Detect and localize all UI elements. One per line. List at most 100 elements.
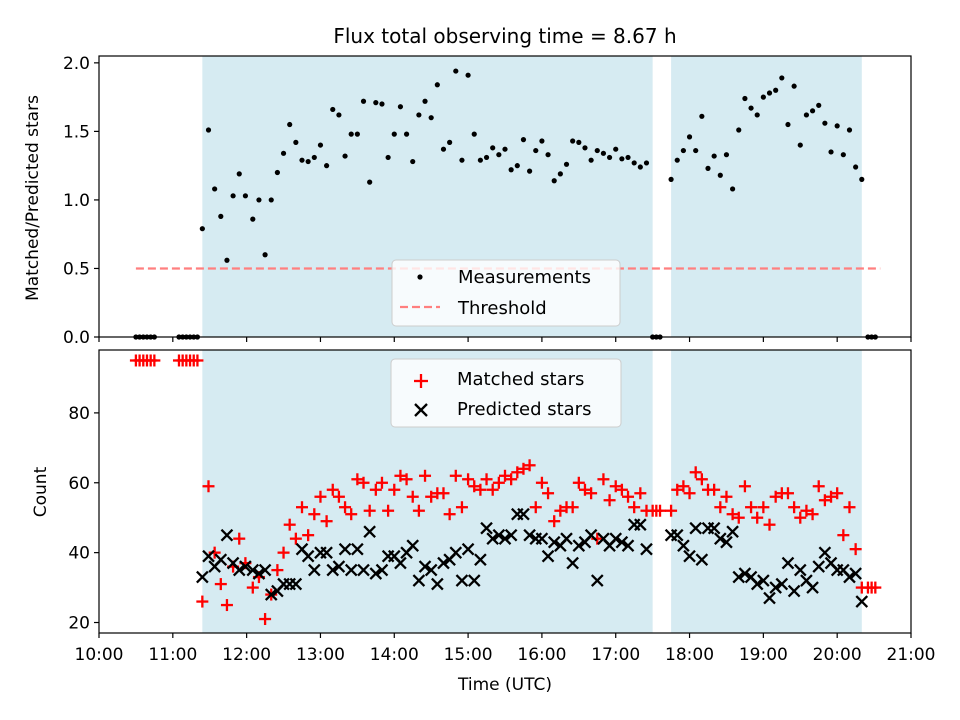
legend-matched-label: Matched stars xyxy=(457,369,584,390)
measurement-point xyxy=(773,87,779,93)
measurement-point xyxy=(391,131,397,137)
measurement-point xyxy=(748,105,754,111)
predicted-star-point xyxy=(763,591,776,605)
top-y-tick-label: 0.0 xyxy=(63,328,90,348)
matched-star-point xyxy=(609,480,622,493)
matched-star-point xyxy=(455,501,468,514)
matched-star-point xyxy=(794,511,807,524)
matched-star-point xyxy=(806,508,819,521)
matched-star-point xyxy=(308,508,321,521)
measurement-point xyxy=(385,154,391,161)
predicted-star-point xyxy=(412,574,426,587)
measurement-point xyxy=(293,139,299,145)
x-tick-label: 19:00 xyxy=(739,645,788,665)
predicted-star-point xyxy=(258,563,272,577)
predicted-star-point xyxy=(307,563,321,577)
predicted-star-point xyxy=(855,595,869,608)
measurement-point xyxy=(256,197,262,203)
measurement-point xyxy=(508,167,514,173)
measurement-point xyxy=(680,147,686,154)
predicted-star-point xyxy=(818,546,832,559)
predicted-star-point xyxy=(843,570,856,584)
measurement-point xyxy=(336,112,342,118)
predicted-star-point xyxy=(621,539,635,552)
matched-star-point xyxy=(202,480,215,493)
matched-star-point xyxy=(654,504,667,517)
measurement-point xyxy=(816,102,822,108)
matched-star-point xyxy=(412,504,425,517)
measurement-point xyxy=(330,106,336,113)
matched-star-point xyxy=(196,595,209,608)
measurement-point xyxy=(514,163,520,169)
measurement-point xyxy=(496,152,502,158)
matched-star-point xyxy=(843,501,856,514)
matched-star-point xyxy=(757,501,770,514)
matched-star-point xyxy=(585,487,598,500)
x-tick-label: 21:00 xyxy=(887,645,936,665)
measurement-point xyxy=(453,68,459,74)
predicted-star-point xyxy=(590,574,604,587)
matched-star-point xyxy=(505,473,518,486)
bottom-axes: 20 40 60 80 10:00 11:00 12:00 13:00 14:00 15:00 16… xyxy=(68,349,936,665)
matched-star-point xyxy=(499,469,511,482)
measurement-point xyxy=(268,197,274,203)
measurement-point xyxy=(699,113,705,119)
predicted-star-point xyxy=(517,507,530,521)
predicted-star-point xyxy=(486,532,500,545)
matched-star-point xyxy=(339,501,352,514)
measurement-point xyxy=(324,163,330,169)
matched-star-point xyxy=(603,494,616,507)
measurement-point xyxy=(859,176,865,182)
measurement-point xyxy=(360,98,367,104)
measurement-point xyxy=(779,75,785,81)
matched-star-point xyxy=(720,490,733,503)
matched-star-point xyxy=(277,546,290,559)
measurement-point xyxy=(428,115,434,121)
measurement-point xyxy=(674,157,680,163)
predicted-star-point xyxy=(239,560,252,573)
matched-star-point xyxy=(677,480,690,493)
matched-star-point xyxy=(437,487,450,500)
measurement-point xyxy=(643,160,650,166)
predicted-star-point xyxy=(615,535,629,549)
predicted-star-point xyxy=(196,570,209,584)
measurement-point xyxy=(723,152,730,158)
top-y-tick-label: 2.0 xyxy=(63,54,90,74)
matched-star-point xyxy=(468,480,481,493)
predicted-star-point xyxy=(326,563,340,577)
predicted-star-point xyxy=(781,556,795,570)
legend-threshold-label: Threshold xyxy=(457,298,547,319)
predicted-star-point xyxy=(375,563,389,577)
predicted-star-point xyxy=(252,567,266,580)
matched-star-point xyxy=(345,508,358,521)
measurement-point xyxy=(422,98,428,104)
measurement-point xyxy=(416,112,422,118)
matched-star-point xyxy=(400,473,413,486)
measurement-point xyxy=(299,157,305,163)
figure-title: Flux total observing time = 8.67 h xyxy=(333,24,676,48)
predicted-star-point xyxy=(584,528,598,542)
matched-star-point xyxy=(406,490,419,503)
measurement-point xyxy=(354,131,360,137)
matched-star-point xyxy=(523,459,536,472)
predicted-star-point xyxy=(572,539,586,552)
matched-star-point xyxy=(818,494,831,507)
legend-matched-marker xyxy=(414,374,428,388)
predicted-star-point xyxy=(726,525,739,538)
bottom-y-tick-label: 20 xyxy=(68,614,90,634)
predicted-star-point xyxy=(560,532,573,545)
x-tick-label: 11:00 xyxy=(148,645,197,665)
predicted-star-point xyxy=(535,532,549,545)
matched-star-point xyxy=(214,578,227,591)
predicted-star-point xyxy=(769,581,782,594)
predicted-star-point xyxy=(214,553,228,566)
matched-star-point xyxy=(769,490,782,503)
matched-star-point xyxy=(726,508,739,521)
top-y-tick-label: 1.5 xyxy=(63,122,90,142)
measurement-point xyxy=(483,154,490,161)
matched-star-point xyxy=(271,564,284,577)
x-tick-label: 18:00 xyxy=(665,645,714,665)
matched-star-point xyxy=(825,490,838,503)
matched-star-point xyxy=(492,476,505,489)
